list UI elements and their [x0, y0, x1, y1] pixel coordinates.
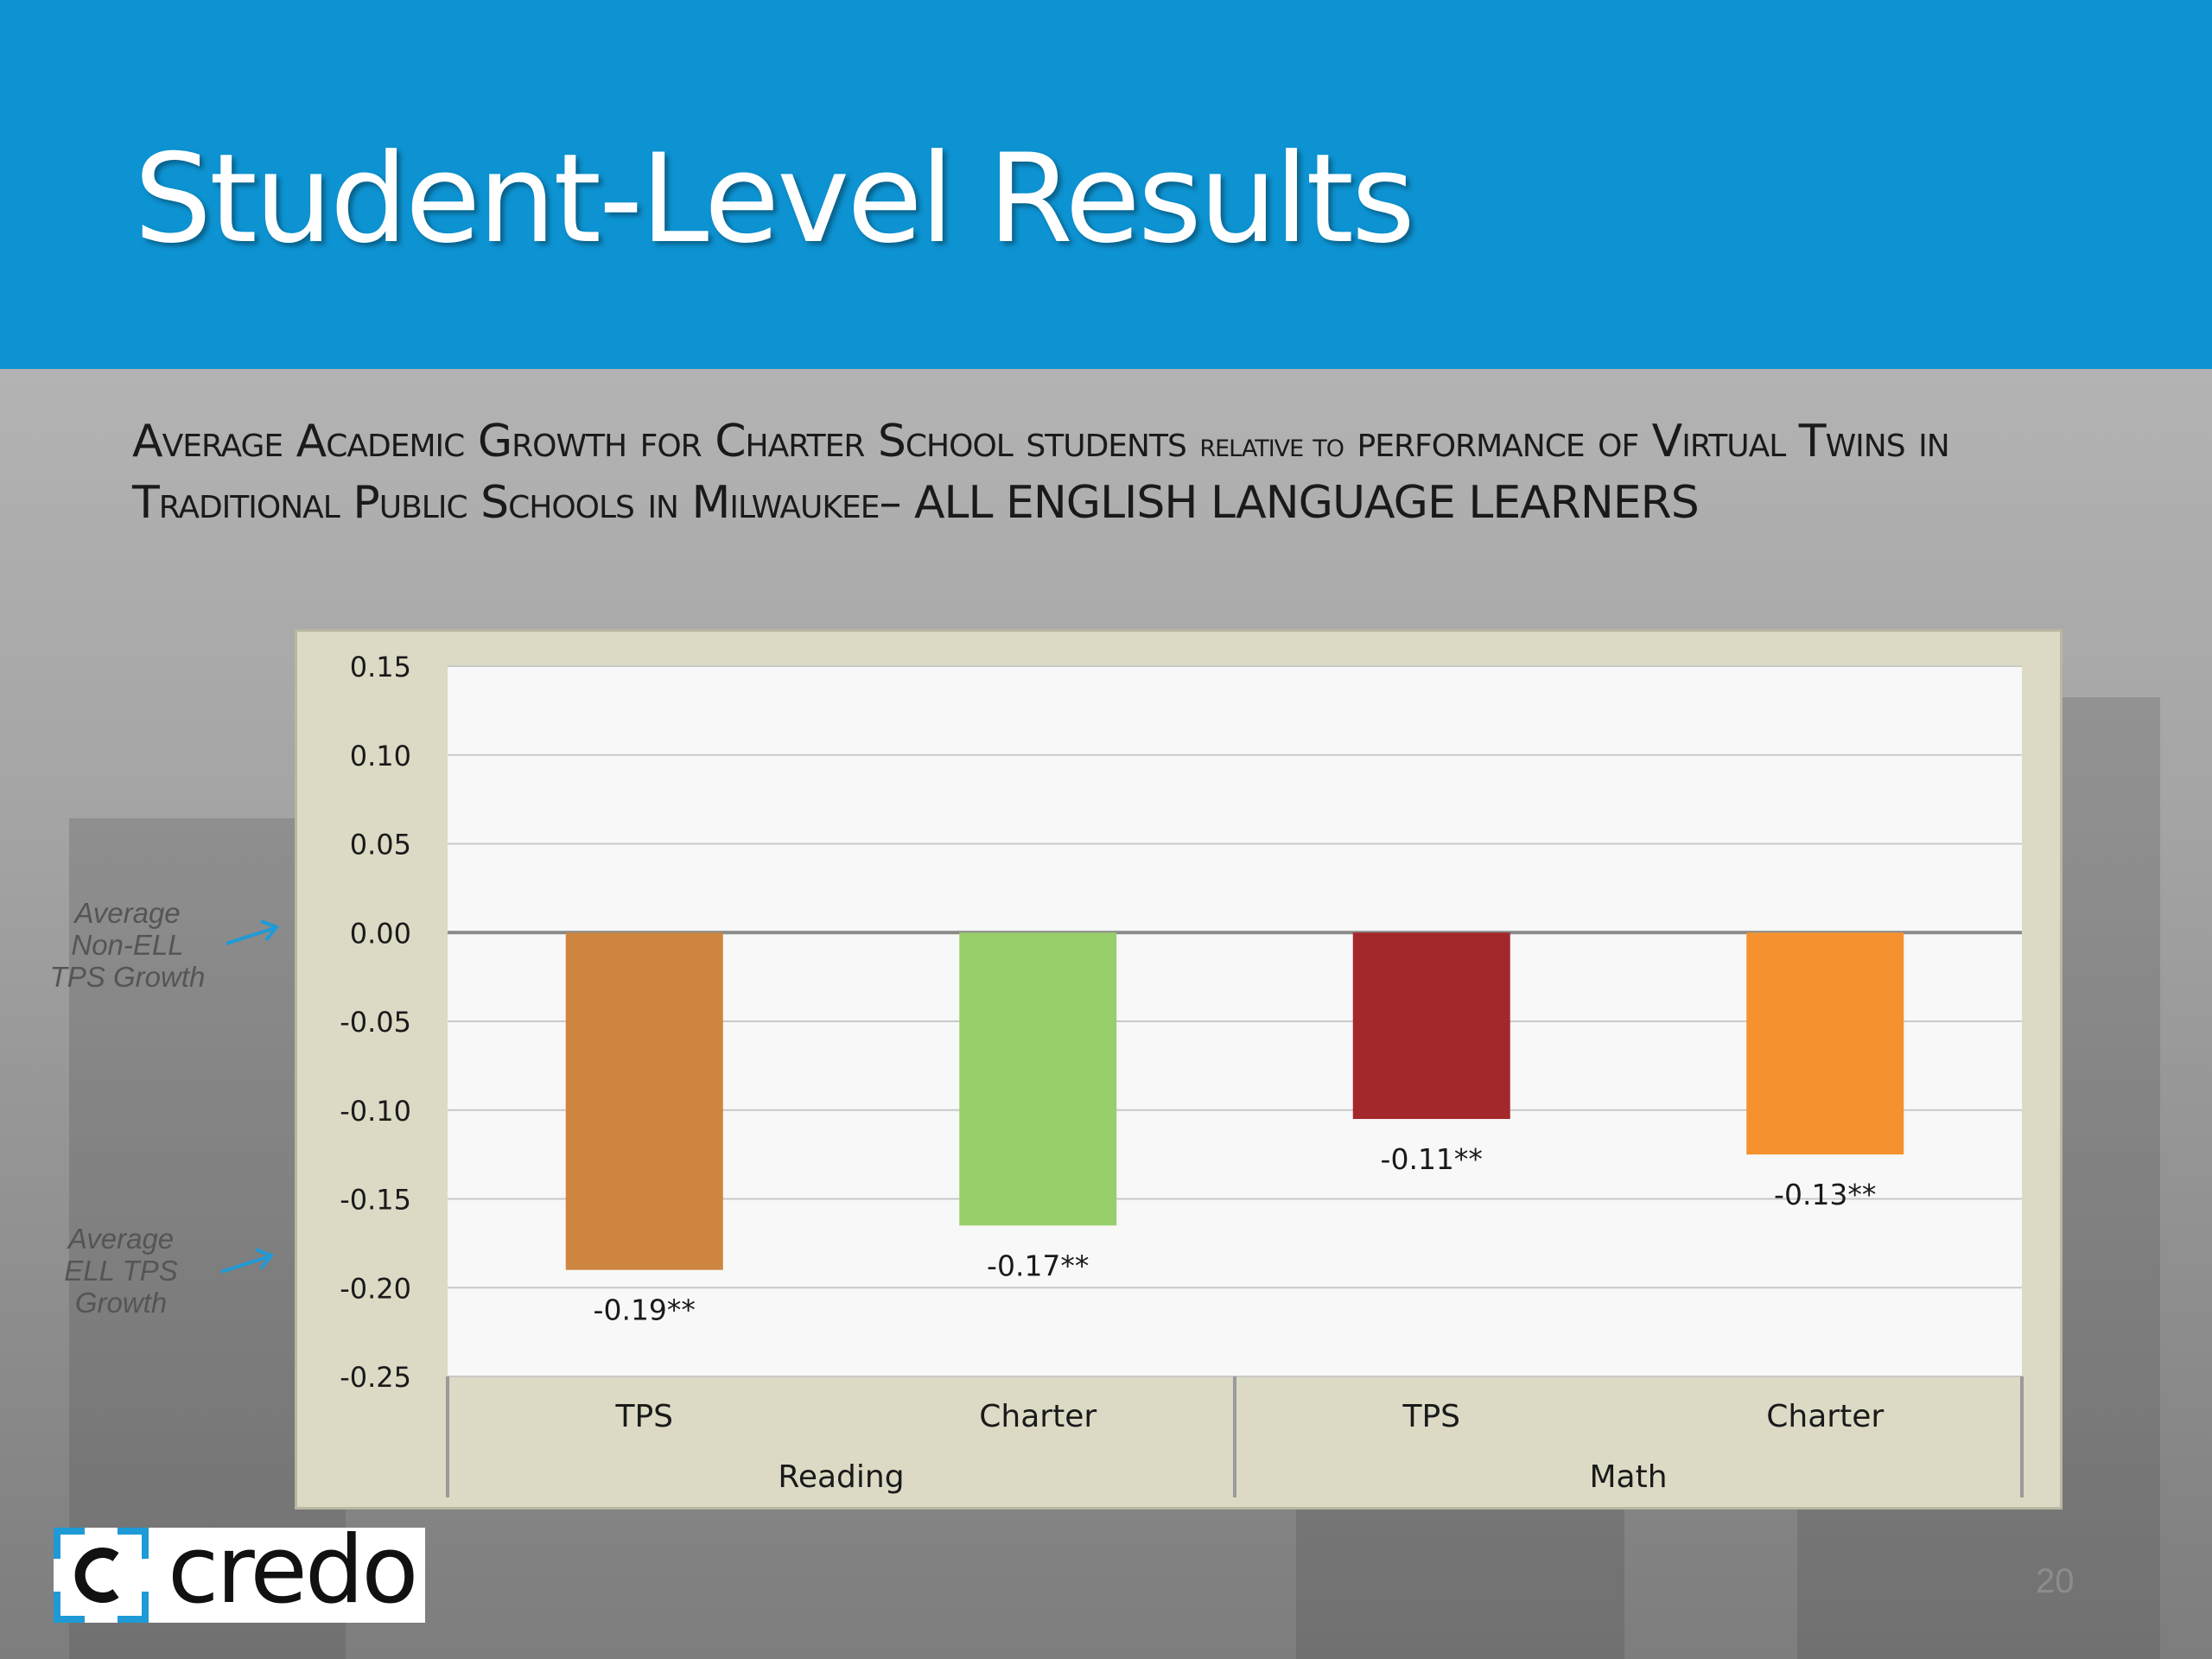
data-label: -0.13** — [1774, 1178, 1876, 1211]
y-tick-label: 0.05 — [350, 829, 411, 861]
x-tick-label: Charter — [979, 1399, 1096, 1434]
bar — [565, 932, 723, 1270]
arrow-icon — [226, 919, 280, 945]
slide-title: Student-Level Results — [134, 128, 1415, 270]
bar — [959, 932, 1117, 1226]
y-tick-label: -0.15 — [340, 1184, 411, 1217]
bar — [1746, 932, 1904, 1155]
annotation-ell-line-1: Average — [67, 1223, 175, 1255]
subtitle-part-2: relative to — [1199, 426, 1344, 464]
group-label: Math — [1589, 1459, 1667, 1495]
y-tick-label: 0.10 — [350, 740, 411, 772]
annotation-ell: Average ELL TPS Growth — [35, 1223, 207, 1319]
y-tick-label: -0.05 — [340, 1006, 411, 1039]
bar — [1352, 932, 1510, 1120]
subtitle-part-3: performance of Virtual Twins in Traditio… — [132, 416, 1950, 529]
y-tick-label: -0.20 — [340, 1272, 411, 1305]
annotation-non-ell-line-2: Non-ELL — [71, 929, 184, 961]
group-label: Reading — [778, 1459, 904, 1495]
y-tick-label: -0.25 — [340, 1361, 411, 1394]
chart-subtitle: Average Academic Growth for Charter Scho… — [132, 413, 2076, 532]
annotation-non-ell-line-3: TPS Growth — [49, 961, 206, 993]
data-label: -0.17** — [987, 1249, 1089, 1282]
annotation-non-ell: Average Non-ELL TPS Growth — [35, 897, 220, 993]
data-label: -0.11** — [1381, 1142, 1483, 1176]
y-tick-label: -0.10 — [340, 1095, 411, 1128]
page-number: 20 — [2036, 1562, 2075, 1600]
data-label: -0.19** — [594, 1294, 696, 1327]
annotation-ell-line-2: ELL TPS — [64, 1255, 178, 1287]
y-tick-label: 0.00 — [350, 917, 411, 950]
credo-logo-icon — [54, 1528, 149, 1623]
credo-logo: credo — [54, 1519, 425, 1623]
chart-panel: 0.15 0.10 0.05 0.00 -0.05 -0.10 -0.15 -0.20 -0.2… — [295, 629, 2063, 1510]
y-tick-label: 0.15 — [350, 651, 411, 683]
slide-header: Student-Level Results — [0, 0, 2212, 369]
annotation-non-ell-line-1: Average — [74, 897, 181, 929]
annotation-ell-line-3: Growth — [74, 1287, 168, 1319]
x-tick-label: TPS — [1402, 1399, 1460, 1434]
arrow-icon — [220, 1248, 275, 1274]
x-tick-label: Charter — [1766, 1399, 1884, 1434]
credo-logo-text: credo — [168, 1516, 418, 1624]
x-tick-label: TPS — [614, 1399, 673, 1434]
bar-chart: 0.15 0.10 0.05 0.00 -0.05 -0.10 -0.15 -0.20 -0.2… — [340, 651, 2024, 1497]
subtitle-part-1: Average Academic Growth for Charter Scho… — [132, 416, 1187, 467]
